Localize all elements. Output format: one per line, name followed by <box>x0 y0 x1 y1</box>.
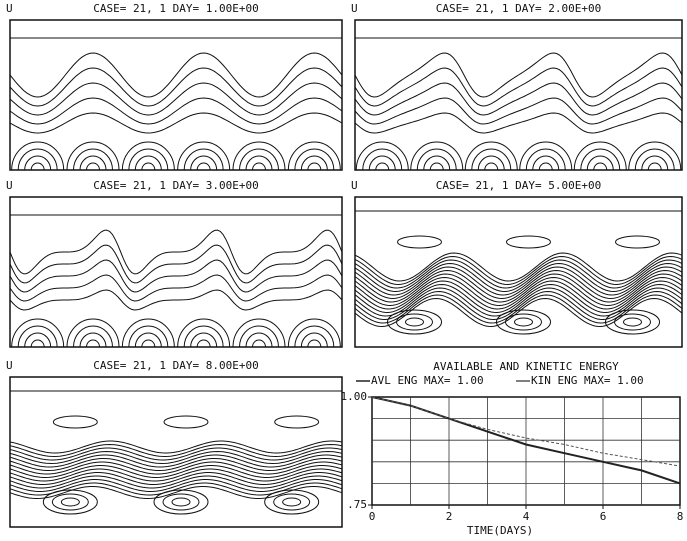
contour <box>10 441 342 453</box>
contour <box>295 326 334 347</box>
panel-label: U <box>351 2 358 15</box>
contour <box>184 149 223 170</box>
y-tick-label: .75 <box>347 498 367 511</box>
contour <box>163 494 199 510</box>
panel-title: CASE= 21, 1 DAY= 5.00E+00 <box>436 179 602 192</box>
panel-label: U <box>351 179 358 192</box>
contour <box>363 149 402 170</box>
contour <box>355 113 682 133</box>
contour <box>142 340 155 347</box>
contour <box>295 149 334 170</box>
contour <box>129 149 168 170</box>
contour <box>616 236 660 248</box>
panel-title: CASE= 21, 1 DAY= 1.00E+00 <box>93 2 259 15</box>
contour <box>515 318 533 326</box>
contour <box>10 275 342 301</box>
contour <box>624 318 642 326</box>
panel-label: U <box>6 359 13 372</box>
x-tick-label: 0 <box>369 510 376 523</box>
contour <box>615 314 651 330</box>
x-tick-label: 2 <box>446 510 453 523</box>
contour <box>406 318 424 326</box>
panel-label: U <box>6 2 13 15</box>
contour <box>74 326 113 347</box>
contour <box>10 245 342 283</box>
contour <box>31 163 44 170</box>
contour <box>355 68 682 106</box>
contour <box>635 149 674 170</box>
contours <box>10 215 342 347</box>
panel-frame <box>10 20 342 170</box>
panel-frame <box>10 197 342 347</box>
contour <box>10 83 342 115</box>
contour <box>355 253 682 281</box>
panel-frame <box>355 20 682 170</box>
contour <box>10 230 342 274</box>
figure: U CASE= 21, 1 DAY= 1.00E+00 U CASE= 21, 1 D… <box>0 0 687 541</box>
contours <box>355 38 682 170</box>
x-tick-label: 4 <box>523 510 530 523</box>
contour <box>417 149 456 170</box>
panel-title: CASE= 21, 1 DAY= 3.00E+00 <box>93 179 259 192</box>
panel-label: U <box>6 179 13 192</box>
contour <box>472 149 511 170</box>
contour <box>18 326 57 347</box>
contour <box>594 163 607 170</box>
panel-title: CASE= 21, 1 DAY= 8.00E+00 <box>93 359 259 372</box>
contours <box>10 391 342 514</box>
contour <box>197 340 210 347</box>
contour <box>61 498 79 506</box>
contour <box>526 149 565 170</box>
x-tick-label: 6 <box>600 510 607 523</box>
contour <box>430 163 443 170</box>
contour <box>10 53 342 97</box>
contour <box>197 163 210 170</box>
contour <box>184 326 223 347</box>
contour <box>164 416 208 428</box>
contour <box>240 149 279 170</box>
contour <box>308 340 321 347</box>
contour <box>398 236 442 248</box>
x-tick-label: 8 <box>677 510 684 523</box>
contour <box>506 314 542 330</box>
panel-frame <box>355 197 682 347</box>
contour <box>87 340 100 347</box>
contour <box>18 149 57 170</box>
contour <box>485 163 498 170</box>
contour <box>142 163 155 170</box>
contour <box>172 498 190 506</box>
legend-label: KIN ENG MAX= 1.00 <box>531 374 644 387</box>
contour <box>10 68 342 106</box>
legend-label: AVL ENG MAX= 1.00 <box>371 374 484 387</box>
contour <box>53 416 97 428</box>
contour <box>283 498 301 506</box>
contour <box>10 290 342 310</box>
contours <box>10 38 342 170</box>
contour <box>376 163 389 170</box>
contour <box>274 494 310 510</box>
contour <box>253 340 266 347</box>
contour <box>648 163 661 170</box>
contour <box>52 494 88 510</box>
contour <box>129 326 168 347</box>
contour <box>507 236 551 248</box>
contour <box>87 163 100 170</box>
contour <box>355 83 682 115</box>
contours <box>355 211 682 334</box>
x-axis-label: TIME(DAYS) <box>467 524 533 537</box>
contour <box>581 149 620 170</box>
contour <box>308 163 321 170</box>
contour <box>240 326 279 347</box>
contour <box>10 113 342 133</box>
contour <box>397 314 433 330</box>
y-tick-label: 1.00 <box>341 390 368 403</box>
contour <box>10 260 342 292</box>
contour <box>74 149 113 170</box>
chart-title: AVAILABLE AND KINETIC ENERGY <box>433 360 619 373</box>
contour <box>253 163 266 170</box>
contour <box>275 416 319 428</box>
contour <box>31 340 44 347</box>
panel-title: CASE= 21, 1 DAY= 2.00E+00 <box>436 2 602 15</box>
contour <box>539 163 552 170</box>
